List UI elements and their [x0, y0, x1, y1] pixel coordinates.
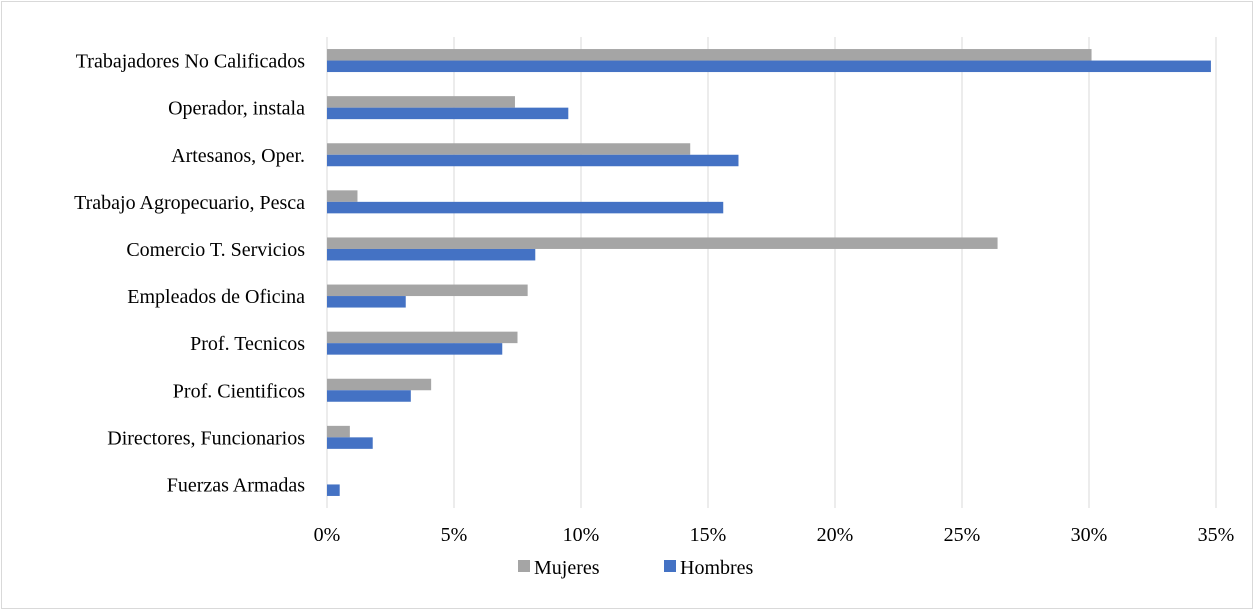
bar-hombres-empleados-de-oficina — [327, 296, 406, 308]
category-label: Comercio T. Servicios — [126, 239, 305, 261]
bar-mujeres-directores-funcionarios — [327, 425, 350, 438]
legend-swatch-hombres — [664, 560, 676, 572]
legend-label-hombres: Hombres — [680, 557, 754, 579]
bar-mujeres-operador-instala — [327, 96, 515, 108]
x-tick-label: 30% — [1071, 524, 1108, 546]
category-label: Trabajadores No Calificados — [76, 51, 305, 73]
x-axis-tick-labels: 0% 5% 10% 15% 20% 25% 30% 35% — [314, 524, 1235, 546]
x-tick-label: 15% — [690, 524, 727, 546]
category-label: Prof. Cientificos — [173, 380, 305, 402]
category-label: Fuerzas Armadas — [167, 474, 306, 496]
bar-hombres-directores-funcionarios — [327, 437, 373, 449]
bar-hombres-prof-cientificos — [327, 390, 411, 402]
x-tick-label: 0% — [314, 524, 341, 546]
bar-hombres-trabajo-agropecuario-pesca — [327, 201, 724, 214]
legend-label-mujeres: Mujeres — [534, 557, 600, 579]
category-label: Trabajo Agropecuario, Pesca — [74, 192, 305, 214]
category-label: Prof. Tecnicos — [190, 333, 305, 355]
category-label: Directores, Funcionarios — [107, 427, 305, 449]
legend-swatch-mujeres — [518, 560, 530, 572]
legend: Mujeres Hombres — [518, 557, 754, 579]
bar-mujeres-trabajo-agropecuario-pesca — [327, 190, 358, 202]
category-labels: Trabajadores No Calificados Operador, ins… — [74, 51, 305, 497]
bar-mujeres-trabajadores-no-calificados — [327, 49, 1092, 61]
bar-hombres-artesanos-oper — [327, 154, 739, 167]
x-tick-label: 5% — [441, 524, 468, 546]
x-tick-label: 20% — [817, 524, 854, 546]
x-tick-label: 35% — [1198, 524, 1235, 546]
category-label: Empleados de Oficina — [127, 286, 305, 308]
x-tick-label: 10% — [563, 524, 600, 546]
bar-mujeres-empleados-de-oficina — [327, 284, 528, 297]
bar-hombres-fuerzas-armadas — [327, 484, 340, 496]
category-label: Operador, instala — [168, 98, 305, 120]
bar-hombres-prof-tecnicos — [327, 343, 503, 355]
bar-mujeres-comercio-t-servicios — [327, 237, 998, 249]
category-label: Artesanos, Oper. — [171, 145, 305, 167]
bar-hombres-trabajadores-no-calificados — [327, 60, 1211, 73]
bar-hombres-operador-instala — [327, 107, 569, 120]
bars — [327, 49, 1211, 496]
bar-mujeres-prof-cientificos — [327, 378, 432, 391]
bar-mujeres-artesanos-oper — [327, 143, 691, 155]
bar-mujeres-prof-tecnicos — [327, 331, 518, 344]
bar-hombres-comercio-t-servicios — [327, 248, 536, 261]
x-tick-label: 25% — [944, 524, 981, 546]
